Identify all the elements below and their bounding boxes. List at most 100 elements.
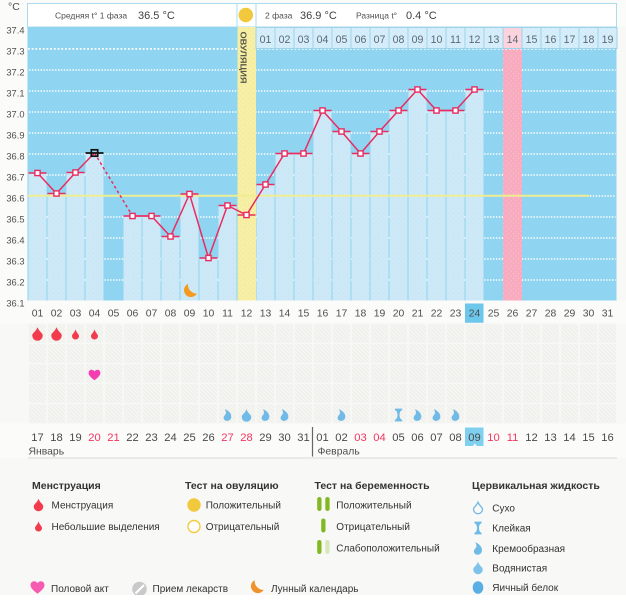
svg-text:Тест на беременность: Тест на беременность <box>315 480 431 492</box>
svg-text:16: 16 <box>545 34 557 46</box>
svg-text:11: 11 <box>450 34 461 46</box>
svg-text:18: 18 <box>50 432 62 444</box>
svg-text:36.5 °C: 36.5 °C <box>138 10 175 22</box>
svg-text:Прием лекарств: Прием лекарств <box>153 584 229 595</box>
svg-text:01: 01 <box>260 34 272 46</box>
svg-text:30: 30 <box>278 432 290 444</box>
svg-text:25: 25 <box>183 432 195 444</box>
svg-text:05: 05 <box>392 432 404 444</box>
svg-text:36.4: 36.4 <box>6 236 24 246</box>
svg-text:22: 22 <box>431 308 443 319</box>
svg-text:02: 02 <box>335 432 347 444</box>
svg-text:Водянистая: Водянистая <box>492 564 547 575</box>
svg-text:Яичный белок: Яичный белок <box>492 582 558 594</box>
svg-text:02: 02 <box>279 34 291 46</box>
svg-text:Отрицательный: Отрицательный <box>336 522 410 533</box>
svg-text:26: 26 <box>507 308 519 319</box>
svg-text:13: 13 <box>260 308 272 319</box>
svg-text:Кремообразная: Кремообразная <box>492 543 565 555</box>
svg-text:17: 17 <box>31 432 43 444</box>
svg-text:12: 12 <box>241 308 253 319</box>
svg-text:37.4: 37.4 <box>6 26 24 36</box>
svg-text:17: 17 <box>336 308 348 319</box>
svg-text:ОВУЛЯЦИЯ: ОВУЛЯЦИЯ <box>239 32 249 84</box>
svg-text:Разница t°: Разница t° <box>356 11 397 21</box>
svg-text:27: 27 <box>526 308 538 319</box>
svg-text:37.3: 37.3 <box>6 47 24 57</box>
svg-text:03: 03 <box>70 308 82 319</box>
svg-text:20: 20 <box>88 432 100 444</box>
svg-text:31: 31 <box>602 308 614 319</box>
svg-text:04: 04 <box>317 34 329 46</box>
svg-text:36.9: 36.9 <box>6 131 24 141</box>
svg-text:Лунный календарь: Лунный календарь <box>271 584 359 595</box>
svg-text:36.6: 36.6 <box>6 194 24 204</box>
svg-text:06: 06 <box>127 308 139 319</box>
svg-text:Половой акт: Половой акт <box>51 584 109 595</box>
svg-text:31: 31 <box>297 432 309 444</box>
svg-text:12: 12 <box>469 34 481 46</box>
svg-text:13: 13 <box>544 432 556 444</box>
svg-text:36.3: 36.3 <box>6 257 24 267</box>
svg-text:37.2: 37.2 <box>6 68 24 78</box>
svg-text:Сухо: Сухо <box>492 504 515 515</box>
svg-text:2 фаза: 2 фаза <box>265 11 293 21</box>
svg-text:14: 14 <box>507 34 519 46</box>
svg-text:36.7: 36.7 <box>6 173 24 183</box>
svg-text:Цервикальная жидкость: Цервикальная жидкость <box>472 480 600 492</box>
svg-text:29: 29 <box>564 308 576 319</box>
svg-text:°C: °C <box>8 1 20 13</box>
svg-text:21: 21 <box>412 308 424 319</box>
svg-text:15: 15 <box>298 308 310 319</box>
svg-text:12: 12 <box>525 432 537 444</box>
svg-text:07: 07 <box>374 34 386 46</box>
svg-text:Средняя t° 1 фаза: Средняя t° 1 фаза <box>55 11 127 21</box>
svg-text:05: 05 <box>336 34 348 46</box>
svg-text:07: 07 <box>146 308 158 319</box>
svg-text:02: 02 <box>51 308 63 319</box>
svg-text:Тест на овуляцию: Тест на овуляцию <box>185 480 279 492</box>
svg-text:25: 25 <box>488 308 500 319</box>
svg-text:28: 28 <box>545 308 557 319</box>
svg-text:06: 06 <box>355 34 367 46</box>
svg-text:03: 03 <box>298 34 310 46</box>
svg-text:13: 13 <box>488 34 500 46</box>
svg-text:18: 18 <box>583 34 595 46</box>
svg-text:03: 03 <box>354 432 366 444</box>
svg-text:Слабоположительный: Слабоположительный <box>336 543 439 555</box>
svg-text:14: 14 <box>279 308 291 319</box>
svg-text:36.8: 36.8 <box>6 152 24 162</box>
svg-text:06: 06 <box>411 432 423 444</box>
svg-text:36.5: 36.5 <box>6 215 24 225</box>
svg-text:28: 28 <box>240 432 252 444</box>
svg-text:23: 23 <box>145 432 157 444</box>
svg-text:29: 29 <box>259 432 271 444</box>
svg-text:15: 15 <box>526 34 538 46</box>
svg-text:07: 07 <box>430 432 442 444</box>
svg-text:11: 11 <box>507 432 519 444</box>
svg-text:09: 09 <box>468 432 480 444</box>
svg-text:Отрицательный: Отрицательный <box>206 522 280 533</box>
svg-text:23: 23 <box>450 308 462 319</box>
svg-text:10: 10 <box>431 34 443 46</box>
svg-text:15: 15 <box>582 432 594 444</box>
svg-text:Клейкая: Клейкая <box>492 524 530 535</box>
svg-text:18: 18 <box>355 308 367 319</box>
svg-text:37.1: 37.1 <box>6 89 24 99</box>
svg-text:08: 08 <box>449 432 461 444</box>
svg-text:20: 20 <box>393 308 405 319</box>
svg-text:08: 08 <box>165 308 177 319</box>
svg-text:24: 24 <box>469 308 481 319</box>
svg-text:04: 04 <box>373 432 385 444</box>
svg-text:08: 08 <box>393 34 405 46</box>
svg-text:19: 19 <box>602 34 614 46</box>
svg-text:11: 11 <box>222 308 233 319</box>
svg-text:21: 21 <box>107 432 119 444</box>
svg-text:Небольшие выделения: Небольшие выделения <box>52 521 160 533</box>
svg-text:16: 16 <box>317 308 329 319</box>
svg-text:14: 14 <box>563 432 575 444</box>
svg-text:22: 22 <box>126 432 138 444</box>
svg-text:Январь: Январь <box>29 447 65 458</box>
svg-text:16: 16 <box>601 432 613 444</box>
svg-text:17: 17 <box>564 34 576 46</box>
